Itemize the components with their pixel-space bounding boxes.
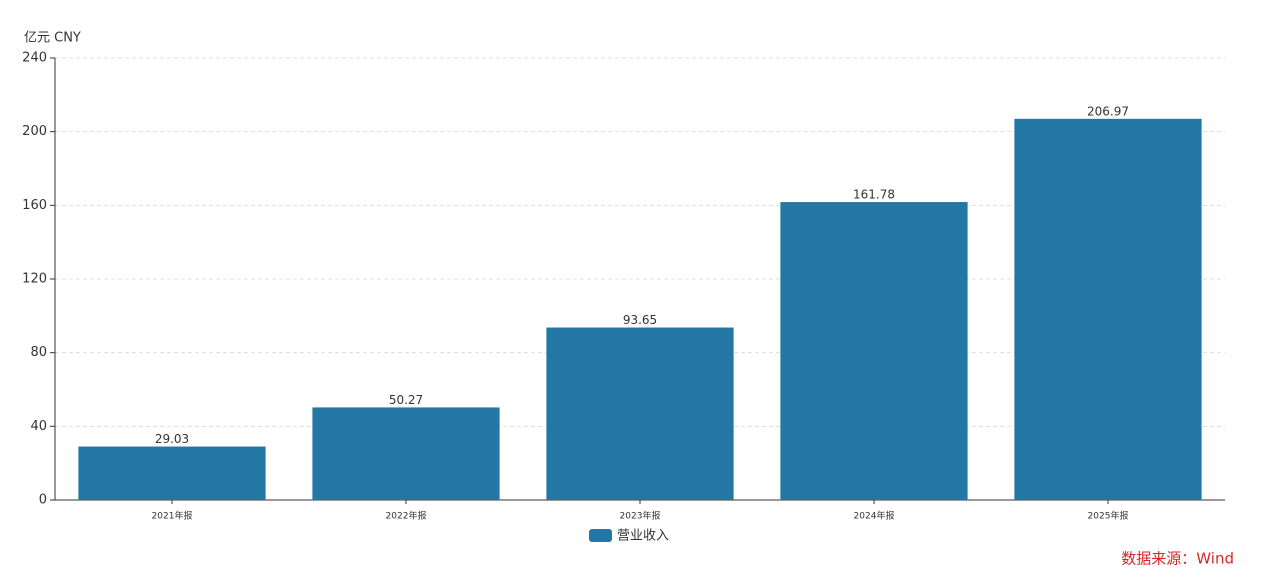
data-label: 93.65: [623, 313, 657, 327]
bar: [546, 327, 734, 500]
bar: [780, 202, 968, 500]
y-tick-label: 80: [30, 345, 47, 360]
bar: [1014, 118, 1202, 500]
y-axis-label: 亿元 CNY: [24, 31, 81, 46]
data-label: 161.78: [853, 188, 895, 202]
x-tick-label: 2023年报: [620, 510, 661, 522]
y-tick-label: 120: [22, 272, 47, 287]
x-tick-label: 2024年报: [854, 510, 895, 522]
legend-swatch: [589, 529, 612, 542]
y-tick-label: 200: [22, 124, 47, 139]
y-tick-label: 160: [22, 198, 47, 213]
bar: [78, 446, 266, 500]
bar: [312, 407, 500, 500]
legend-label: 营业收入: [617, 529, 669, 544]
y-tick-label: 0: [39, 493, 47, 508]
x-tick-label: 2022年报: [386, 510, 427, 522]
y-tick-label: 240: [22, 51, 47, 66]
source: 数据来源：Wind: [1121, 550, 1234, 568]
data-label: 29.03: [155, 432, 189, 446]
x-tick-label: 2025年报: [1088, 510, 1129, 522]
x-tick-label: 2021年报: [152, 510, 193, 522]
y-tick-label: 40: [30, 419, 47, 434]
data-label: 206.97: [1087, 104, 1129, 118]
data-label: 50.27: [389, 393, 423, 407]
